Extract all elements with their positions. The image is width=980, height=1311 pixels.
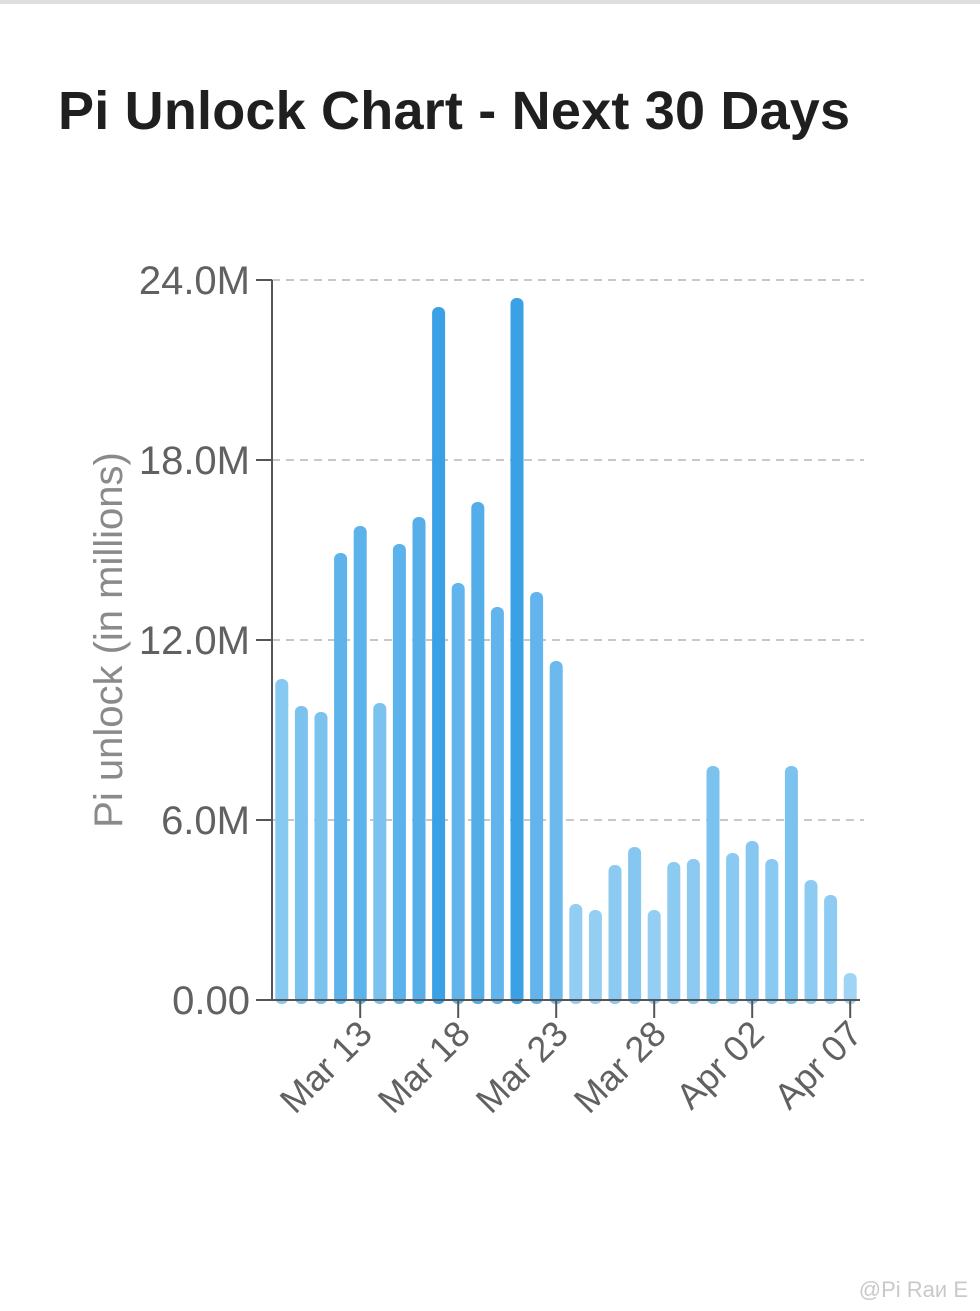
bar bbox=[843, 973, 857, 1004]
y-axis-title: Pi unlock (in millions) bbox=[87, 452, 131, 828]
bar bbox=[275, 679, 289, 1004]
x-tick-label: Apr 02 bbox=[668, 1013, 772, 1117]
x-tick-label: Apr 07 bbox=[766, 1013, 870, 1117]
bar bbox=[824, 895, 838, 1004]
top-divider bbox=[0, 0, 980, 4]
x-tick-label: Mar 23 bbox=[468, 1013, 576, 1121]
bar bbox=[628, 847, 642, 1004]
bar bbox=[432, 307, 446, 1004]
bar bbox=[412, 517, 426, 1004]
watermark-text: @Pi Raи E bbox=[858, 1277, 968, 1302]
bar bbox=[588, 910, 602, 1004]
bar bbox=[804, 880, 818, 1004]
bar bbox=[549, 661, 563, 1004]
bar bbox=[392, 544, 406, 1004]
y-tick-label: 12.0M bbox=[139, 619, 250, 663]
bar bbox=[608, 865, 622, 1004]
bar bbox=[294, 706, 308, 1004]
bar bbox=[784, 766, 798, 1004]
bar bbox=[471, 502, 485, 1004]
bar bbox=[451, 583, 465, 1004]
bar bbox=[706, 766, 720, 1004]
bar bbox=[726, 853, 740, 1004]
x-tick-label: Mar 28 bbox=[566, 1013, 674, 1121]
x-tick-label: Mar 18 bbox=[370, 1013, 478, 1121]
bar bbox=[686, 859, 700, 1004]
bar bbox=[667, 862, 681, 1004]
bar bbox=[765, 859, 779, 1004]
bar bbox=[647, 910, 661, 1004]
y-tick-label: 24.0M bbox=[139, 259, 250, 303]
bar bbox=[745, 841, 759, 1004]
bar bbox=[490, 607, 504, 1004]
y-tick-label: 6.0M bbox=[161, 799, 250, 843]
y-tick-label: 0.00 bbox=[172, 979, 250, 1023]
bar bbox=[530, 592, 544, 1004]
y-tick-label: 18.0M bbox=[139, 439, 250, 483]
bar bbox=[334, 553, 348, 1004]
bar bbox=[314, 712, 328, 1004]
bar bbox=[353, 526, 367, 1004]
x-tick-label: Mar 13 bbox=[272, 1013, 380, 1121]
bar bbox=[569, 904, 583, 1004]
bar bbox=[373, 703, 387, 1004]
chart-title: Pi Unlock Chart - Next 30 Days bbox=[58, 81, 851, 141]
bar bbox=[510, 298, 524, 1004]
